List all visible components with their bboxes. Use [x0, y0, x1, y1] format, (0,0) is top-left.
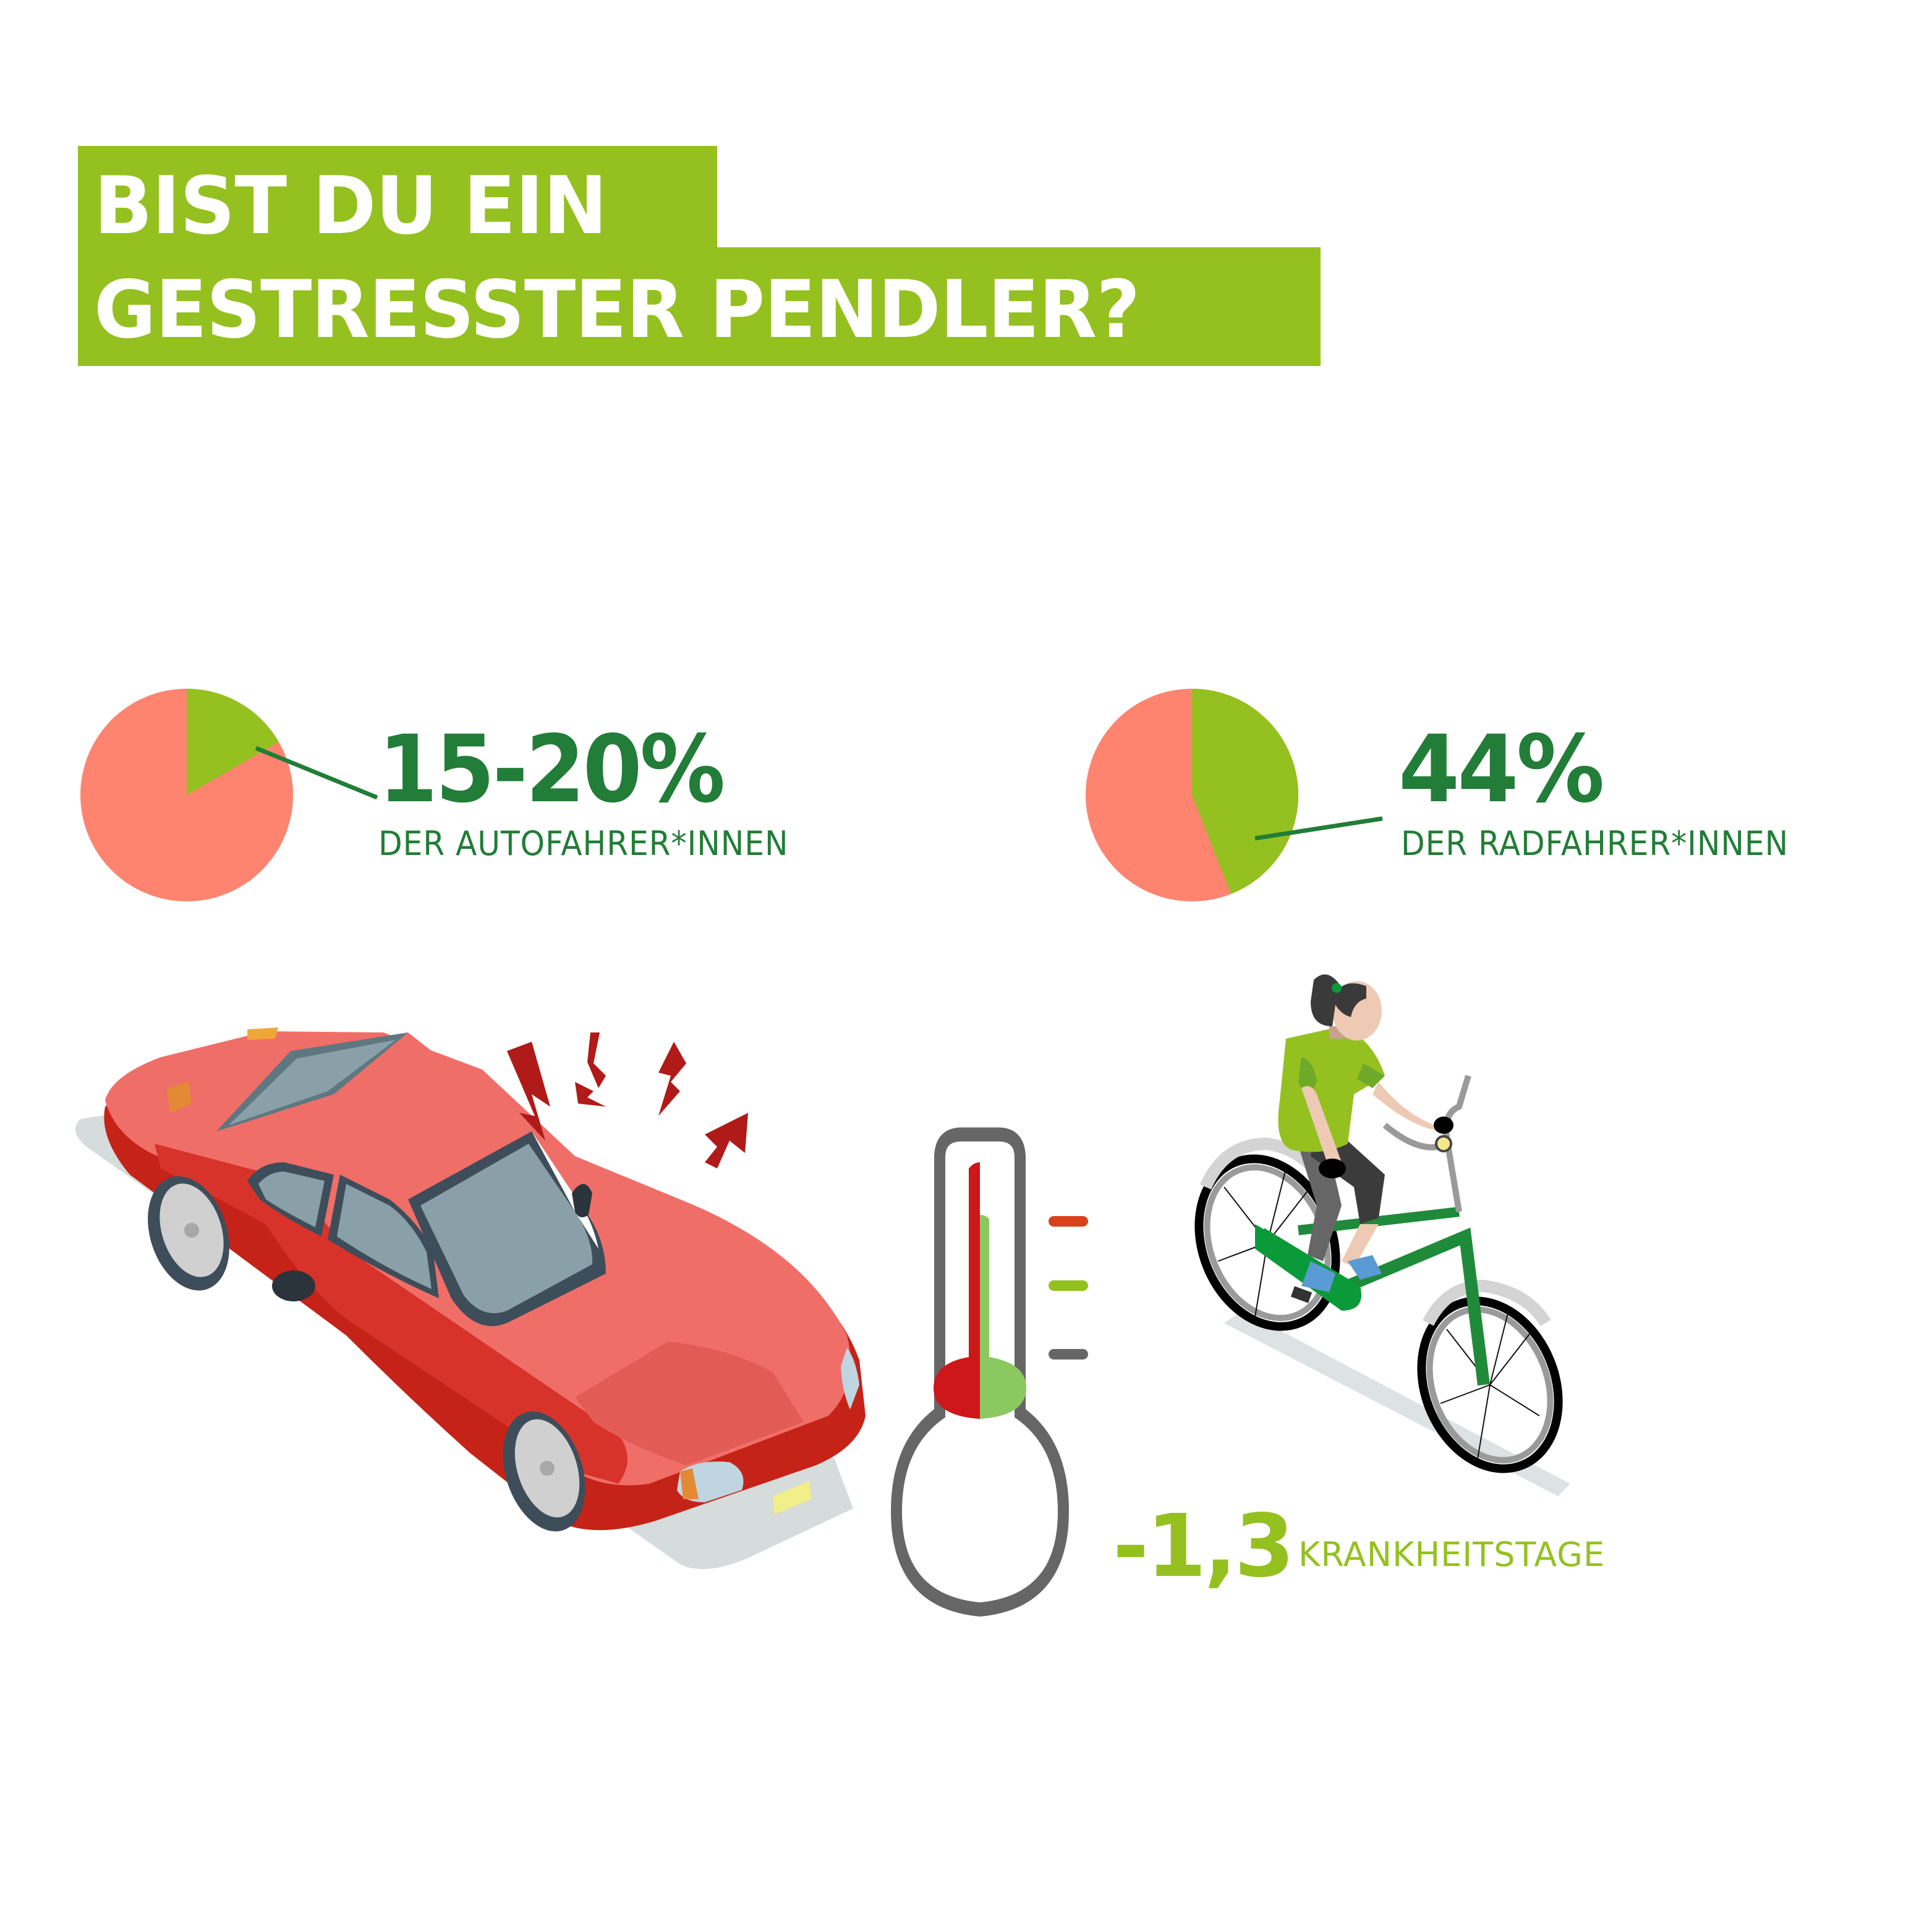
- sick-days-label: KRANKHEITSTAGE: [1298, 1535, 1606, 1574]
- scale-tick-red: [1049, 1216, 1088, 1227]
- scale-tick-green: [1049, 1280, 1088, 1291]
- title-line1: BIST DU EIN: [94, 160, 608, 252]
- car-stat-value: 15-20%: [378, 716, 725, 823]
- sick-days-value: -1,3: [1113, 1496, 1295, 1597]
- pie-chart-icon: [1086, 689, 1299, 901]
- thermometer-icon: [890, 1127, 1070, 1617]
- leader-line-car: [255, 746, 378, 800]
- cyclist-woman-illustration: [1194, 974, 1570, 1496]
- title-line2: GESTRESSTER PENDLER?: [94, 264, 1140, 356]
- bike-stat-label: DER RADFAHRER*INNEN: [1401, 824, 1789, 863]
- scale-tick-gray: [1049, 1349, 1088, 1360]
- title-box-line2: [78, 247, 1321, 366]
- leader-line-bike: [1254, 816, 1383, 841]
- car-stat-label: DER AUTOFAHRER*INNEN: [378, 824, 789, 863]
- pie-chart-icon: [80, 689, 293, 901]
- red-car-stress-illustration: [75, 1028, 866, 1569]
- bike-stat-value: 44%: [1398, 716, 1604, 823]
